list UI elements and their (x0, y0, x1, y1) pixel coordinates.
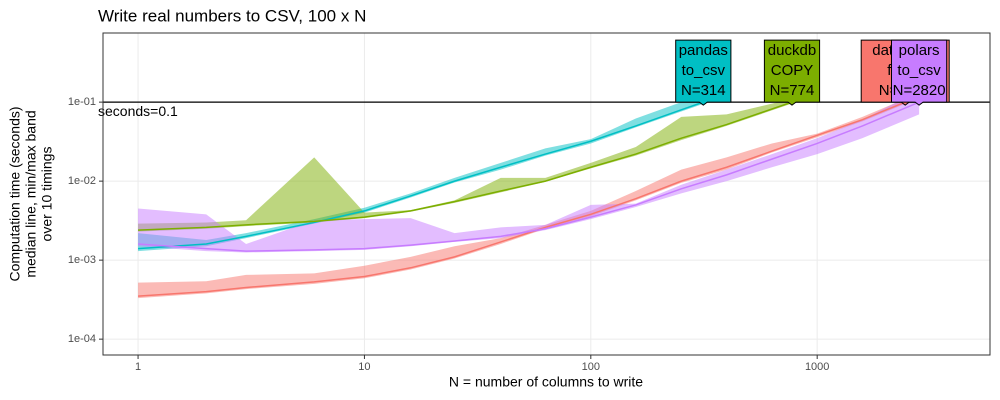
label-box (675, 39, 732, 106)
series-label: pandas (679, 42, 728, 59)
x-tick-label: 100 (582, 361, 600, 373)
chart-title: Write real numbers to CSV, 100 x N (98, 6, 366, 25)
y-axis-label-line: Computation time (seconds) (7, 106, 23, 281)
median-line (138, 101, 793, 231)
x-tick-label: 1000 (805, 361, 829, 373)
y-axis-label: Computation time (seconds) median line, … (7, 106, 55, 281)
series-label: N=314 (681, 82, 726, 99)
x-axis-label: N = number of columns to write (449, 374, 643, 390)
y-tick-label: 1e-04 (68, 333, 96, 345)
y-axis-label-line: over 10 timings (39, 147, 55, 242)
y-axis-label-line: median line, min/max band (23, 110, 39, 277)
plot-area (138, 90, 920, 299)
series-label: N=2820 (893, 82, 946, 99)
median-line (138, 101, 906, 297)
panel-border (102, 32, 991, 356)
y-tick-label: 1e-01 (68, 96, 96, 108)
label-box (891, 39, 948, 106)
series-label: to_csv (897, 62, 941, 79)
median-line (138, 101, 920, 252)
reference-label: seconds=0.1 (98, 103, 178, 119)
x-tick-label: 10 (358, 361, 370, 373)
median-line (138, 101, 704, 250)
min-max-band (138, 98, 792, 232)
label-box (763, 39, 821, 106)
min-max-band (138, 90, 920, 253)
series-label: polars (899, 42, 940, 59)
series-label: to_csv (682, 62, 726, 79)
y-tick-label: 1e-03 (68, 254, 96, 266)
x-tick-label: 1 (135, 361, 141, 373)
y-tick-label: 1e-02 (68, 175, 96, 187)
series-label: COPY (771, 62, 814, 79)
series-label: N=774 (770, 82, 815, 99)
series-label: duckdb (768, 42, 816, 59)
